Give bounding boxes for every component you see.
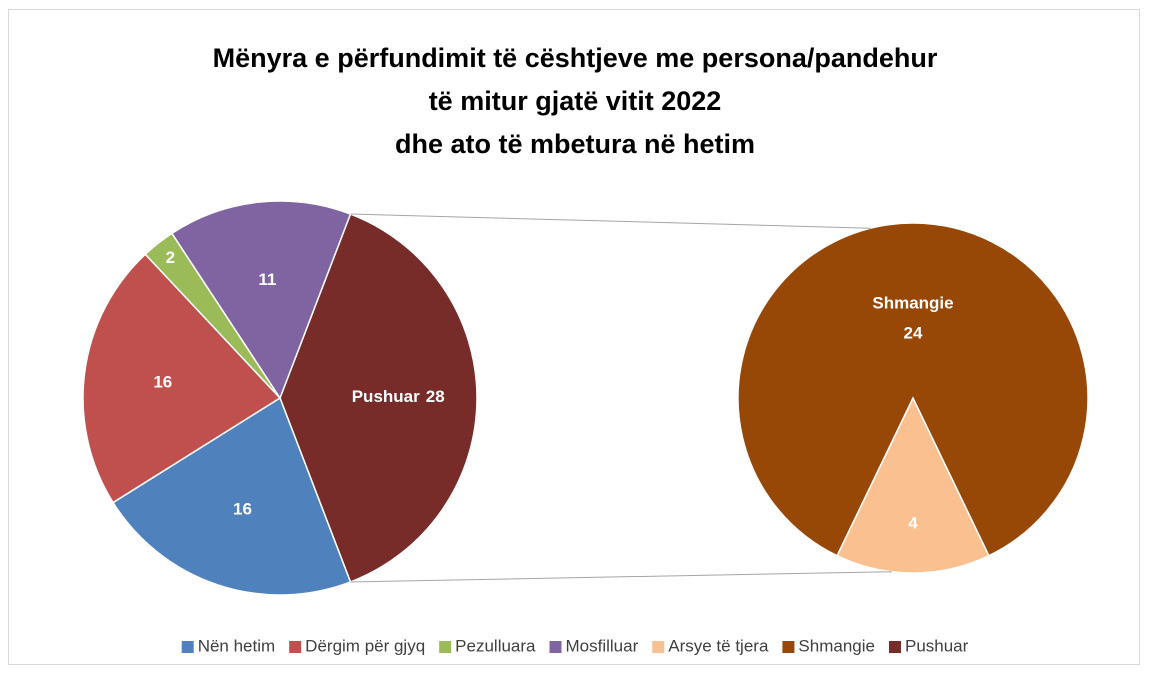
pie-slice: [170, 200, 352, 400]
data-label: Shmangie: [872, 294, 953, 313]
chart-title: të mitur gjatë vitit 2022: [429, 86, 722, 116]
legend: Nën hetim Dërgim për gjyq Pezulluara Mosfil…: [181, 636, 969, 655]
pie-slice: [279, 213, 478, 583]
pie-slice: [737, 222, 1089, 557]
pie-slice: [111, 396, 352, 596]
data-label: 2: [166, 248, 175, 267]
legend-label: Nën hetim: [198, 636, 275, 655]
data-label: 16: [153, 372, 172, 391]
data-label-value: 28: [426, 387, 445, 406]
legend-swatch: [549, 641, 562, 653]
data-label: 24: [904, 324, 923, 343]
chart-title: dhe ato të mbetura në hetim: [395, 129, 755, 159]
legend-swatch: [289, 641, 302, 653]
legend-label: Shmangie: [798, 636, 875, 655]
legend-label: Arsye të tjera: [668, 636, 769, 655]
legend-swatch: [439, 641, 452, 653]
connector-line: [350, 571, 892, 583]
connector-line: [350, 213, 871, 229]
legend-swatch: [888, 641, 901, 653]
data-label-name: Pushuar: [352, 387, 420, 406]
legend-label: Pezulluara: [455, 636, 536, 655]
legend-swatch: [181, 641, 194, 653]
legend-swatch: [652, 641, 665, 653]
chart-title: Mënyra e përfundimit të cështjeve me per…: [213, 43, 938, 73]
legend-label: Mosfilluar: [566, 636, 639, 655]
data-label: Pushuar 28: [352, 387, 445, 406]
pie-slice: [82, 253, 282, 504]
data-label: 4: [908, 513, 918, 532]
legend-label: Pushuar: [905, 636, 969, 655]
data-label: 16: [233, 500, 252, 519]
legend-label: Dërgim për gjyq: [305, 636, 425, 655]
data-label: 11: [258, 270, 276, 289]
legend-swatch: [782, 641, 795, 653]
pie-slice: [836, 396, 990, 574]
